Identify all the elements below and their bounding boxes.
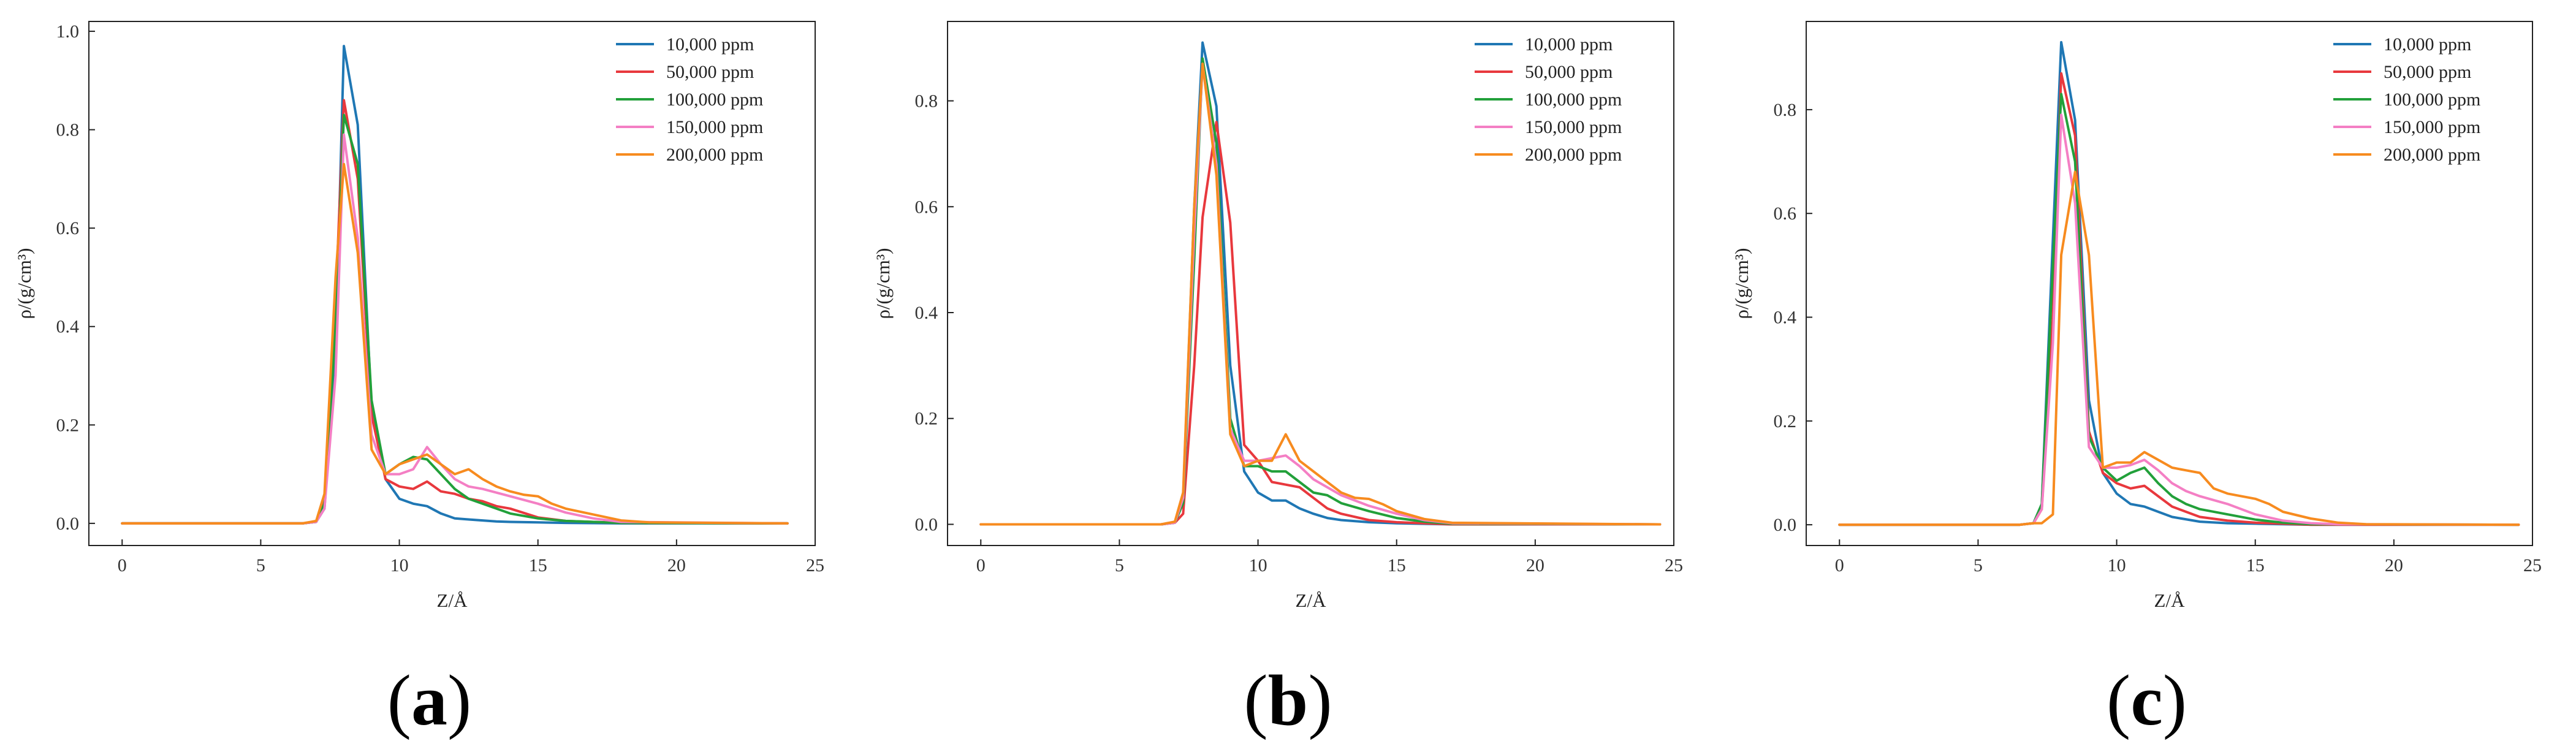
y-tick-label: 0.8 <box>56 120 80 140</box>
series-line-s150k <box>1838 113 2520 527</box>
series-line-s10k <box>979 41 1662 526</box>
series-line-s10k <box>1838 40 2520 527</box>
x-axis-title: Z/Å <box>1296 590 1327 611</box>
legend-label-s10k: 10,000 ppm <box>666 34 754 55</box>
y-tick-label: 0.4 <box>56 317 80 337</box>
series-line-s200k <box>979 63 1662 526</box>
series-line-s200k <box>1838 170 2520 527</box>
x-tick-label: 15 <box>529 555 547 576</box>
x-tick-label: 25 <box>806 555 824 576</box>
x-tick-label: 10 <box>390 555 409 576</box>
legend-label-s50k: 50,000 ppm <box>666 62 754 82</box>
legend-label-s10k: 10,000 ppm <box>1525 34 1613 55</box>
y-tick-label: 0.4 <box>915 303 938 323</box>
x-tick-label: 25 <box>1665 555 1683 576</box>
legend-label-s200k: 200,000 ppm <box>1525 145 1622 165</box>
y-tick-label: 0.6 <box>1774 203 1797 224</box>
series-line-s150k <box>121 133 789 525</box>
x-tick-label: 10 <box>2108 555 2126 576</box>
y-tick-label: 0.0 <box>915 514 938 534</box>
x-tick-label: 25 <box>2523 555 2542 576</box>
y-tick-label: 0.2 <box>1774 411 1797 432</box>
caption-c: (c) <box>2107 660 2187 740</box>
x-tick-label: 0 <box>976 555 986 576</box>
chart-b: 0 5 10 15 20 25 0.0 0.2 0.4 0.6 0.8 Z/Å ρ/(g/cm³) 10,… <box>872 21 1683 611</box>
legend-label-s50k: 50,000 ppm <box>1525 62 1613 82</box>
y-tick-label: 1.0 <box>56 21 80 42</box>
x-axis-title: Z/Å <box>437 590 468 611</box>
chart-a: 0 5 10 15 20 25 0.0 0.2 0.4 0.6 0.8 1.0 Z/Å ρ/(g/cm³)… <box>13 21 824 611</box>
series-line-s200k <box>121 162 789 525</box>
legend-label-s150k: 150,000 ppm <box>666 117 763 137</box>
legend-label-s150k: 150,000 ppm <box>2384 117 2480 137</box>
legend-label-s200k: 200,000 ppm <box>666 145 763 165</box>
caption-a: (a) <box>387 660 472 740</box>
y-tick-label: 0.0 <box>1774 515 1797 535</box>
y-axis-title: ρ/(g/cm³) <box>13 248 35 319</box>
legend-label-s50k: 50,000 ppm <box>2384 62 2471 82</box>
y-tick-label: 0.8 <box>915 91 938 112</box>
series-line-s50k <box>979 121 1662 526</box>
plot-frame <box>88 21 816 546</box>
x-axis-title: Z/Å <box>2154 590 2186 611</box>
legend-label-s100k: 100,000 ppm <box>1525 89 1622 110</box>
y-tick-label: 0.2 <box>915 409 938 429</box>
x-tick-label: 20 <box>667 555 686 576</box>
plot-frame <box>1806 21 2533 546</box>
y-tick-label: 0.8 <box>1774 100 1797 120</box>
legend-label-s150k: 150,000 ppm <box>1525 117 1622 137</box>
x-tick-label: 0 <box>1835 555 1844 576</box>
panel-a: 0 5 10 15 20 25 0.0 0.2 0.4 0.6 0.8 1.0 Z/Å ρ/(g/cm³)… <box>0 0 859 749</box>
x-tick-label: 15 <box>2246 555 2265 576</box>
legend-label-s100k: 100,000 ppm <box>2384 89 2480 110</box>
y-tick-label: 0.0 <box>56 514 80 534</box>
x-tick-label: 5 <box>256 555 265 576</box>
y-axis-title: ρ/(g/cm³) <box>1731 248 1752 319</box>
y-tick-label: 0.4 <box>1774 308 1797 328</box>
series-line-s50k <box>1838 72 2520 527</box>
caption-b: (b) <box>1244 660 1332 740</box>
x-tick-label: 20 <box>2385 555 2403 576</box>
y-tick-label: 0.6 <box>56 218 80 238</box>
panel-c: 0 5 10 15 20 25 0.0 0.2 0.4 0.6 0.8 Z/Å ρ/(g/cm³) 10,… <box>1717 0 2576 749</box>
chart-c: 0 5 10 15 20 25 0.0 0.2 0.4 0.6 0.8 Z/Å ρ/(g/cm³) 10,… <box>1731 21 2542 611</box>
legend-label-s200k: 200,000 ppm <box>2384 145 2480 165</box>
y-tick-label: 0.2 <box>56 415 80 435</box>
y-tick-label: 0.6 <box>915 197 938 217</box>
x-tick-label: 10 <box>1249 555 1267 576</box>
series-line-s100k <box>121 113 789 525</box>
legend-label-s10k: 10,000 ppm <box>2384 34 2471 55</box>
x-tick-label: 20 <box>1526 555 1544 576</box>
x-tick-label: 15 <box>1388 555 1406 576</box>
x-tick-label: 5 <box>1115 555 1124 576</box>
y-axis-title: ρ/(g/cm³) <box>872 248 894 319</box>
x-tick-label: 0 <box>118 555 127 576</box>
plot-frame <box>947 21 1674 546</box>
legend-label-s100k: 100,000 ppm <box>666 89 763 110</box>
panel-b: 0 5 10 15 20 25 0.0 0.2 0.4 0.6 0.8 Z/Å ρ/(g/cm³) 10,… <box>859 0 1717 749</box>
x-tick-label: 5 <box>1974 555 1983 576</box>
series-line-s100k <box>1838 93 2520 527</box>
